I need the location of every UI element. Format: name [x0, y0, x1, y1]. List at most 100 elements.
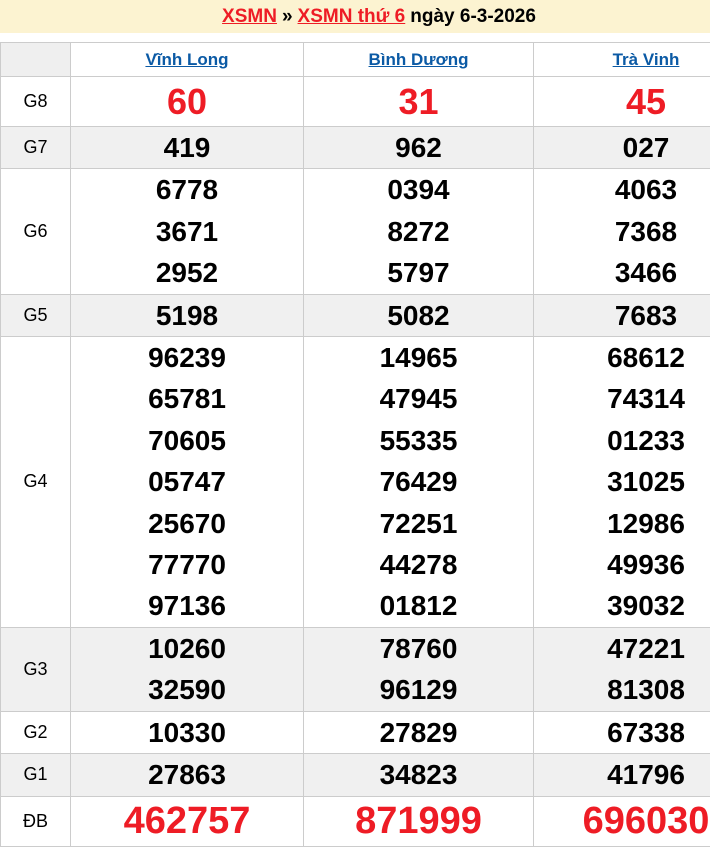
prize-number: 8272	[304, 211, 533, 252]
prize-number: 96239	[71, 337, 303, 378]
prize-number: 696030	[534, 797, 710, 846]
prize-cell: 5082	[304, 294, 534, 336]
draw-link[interactable]: XSMN thứ 6	[298, 6, 406, 27]
region-link[interactable]: XSMN	[222, 6, 277, 27]
prize-number: 25670	[71, 503, 303, 544]
prize-cell: 5198	[71, 294, 304, 336]
province-header-binh-duong: Bình Dương	[304, 43, 534, 77]
prize-number: 0394	[304, 169, 533, 210]
prize-number: 027	[534, 127, 710, 168]
breadcrumb-separator: »	[282, 6, 293, 27]
prize-number: 70605	[71, 420, 303, 461]
prize-number: 12986	[534, 503, 710, 544]
prize-number: 45	[534, 77, 710, 126]
prize-number: 4063	[534, 169, 710, 210]
prize-label-g2: G2	[1, 711, 71, 753]
prize-number: 47945	[304, 378, 533, 419]
province-header-tra-vinh: Trà Vinh	[534, 43, 710, 77]
prize-label-db: ĐB	[1, 796, 71, 846]
prize-number: 01233	[534, 420, 710, 461]
prize-number: 47221	[534, 628, 710, 669]
header-row: Vĩnh Long Bình Dương Trà Vinh	[1, 43, 710, 77]
prize-number: 41796	[534, 754, 710, 795]
prize-number: 67338	[534, 712, 710, 753]
draw-date: ngày 6-3-2026	[410, 6, 536, 27]
prize-number: 44278	[304, 544, 533, 585]
prize-number: 5797	[304, 252, 533, 293]
prize-number: 65781	[71, 378, 303, 419]
prize-number: 27829	[304, 712, 533, 753]
province-link-binh-duong[interactable]: Bình Dương	[369, 50, 469, 69]
prize-number: 01812	[304, 585, 533, 626]
prize-number: 462757	[71, 797, 303, 846]
prize-number: 871999	[304, 797, 533, 846]
prize-number: 419	[71, 127, 303, 168]
prize-label-g6: G6	[1, 169, 71, 294]
prize-number: 81308	[534, 669, 710, 710]
prize-number: 78760	[304, 628, 533, 669]
prize-label-g5: G5	[1, 294, 71, 336]
prize-cell: 67338	[534, 711, 710, 753]
province-link-vinh-long[interactable]: Vĩnh Long	[145, 50, 228, 69]
prize-number: 962	[304, 127, 533, 168]
prize-number: 2952	[71, 252, 303, 293]
corner-cell	[1, 43, 71, 77]
prize-cell: 419	[71, 127, 304, 169]
prize-label-g8: G8	[1, 77, 71, 127]
prize-number: 68612	[534, 337, 710, 378]
prize-number: 7368	[534, 211, 710, 252]
prize-cell: 34823	[304, 754, 534, 796]
prize-number: 3466	[534, 252, 710, 293]
prize-number: 31	[304, 77, 533, 126]
prize-number: 72251	[304, 503, 533, 544]
prize-label-g1: G1	[1, 754, 71, 796]
prize-cell: 60	[71, 77, 304, 127]
prize-cell: 41796	[534, 754, 710, 796]
prize-number: 77770	[71, 544, 303, 585]
prize-number: 10260	[71, 628, 303, 669]
prize-cell: 462757	[71, 796, 304, 846]
prize-cell: 7683	[534, 294, 710, 336]
prize-number: 05747	[71, 461, 303, 502]
prize-cell: 027	[534, 127, 710, 169]
prize-label-g4: G4	[1, 337, 71, 628]
prize-number: 3671	[71, 211, 303, 252]
province-link-tra-vinh[interactable]: Trà Vinh	[613, 50, 680, 69]
prize-cell: 696030	[534, 796, 710, 846]
prize-number: 32590	[71, 669, 303, 710]
prize-number: 34823	[304, 754, 533, 795]
prize-number: 31025	[534, 461, 710, 502]
prize-number: 14965	[304, 337, 533, 378]
prize-number: 7683	[534, 295, 710, 336]
prize-number: 5082	[304, 295, 533, 336]
prize-cell: 871999	[304, 796, 534, 846]
prize-number: 97136	[71, 585, 303, 626]
prize-number: 27863	[71, 754, 303, 795]
prize-cell: 45	[534, 77, 710, 127]
prize-cell: 10330	[71, 711, 304, 753]
prize-cell: 27863	[71, 754, 304, 796]
province-header-vinh-long: Vĩnh Long	[71, 43, 304, 77]
prize-number: 96129	[304, 669, 533, 710]
prize-number: 76429	[304, 461, 533, 502]
prize-number: 55335	[304, 420, 533, 461]
